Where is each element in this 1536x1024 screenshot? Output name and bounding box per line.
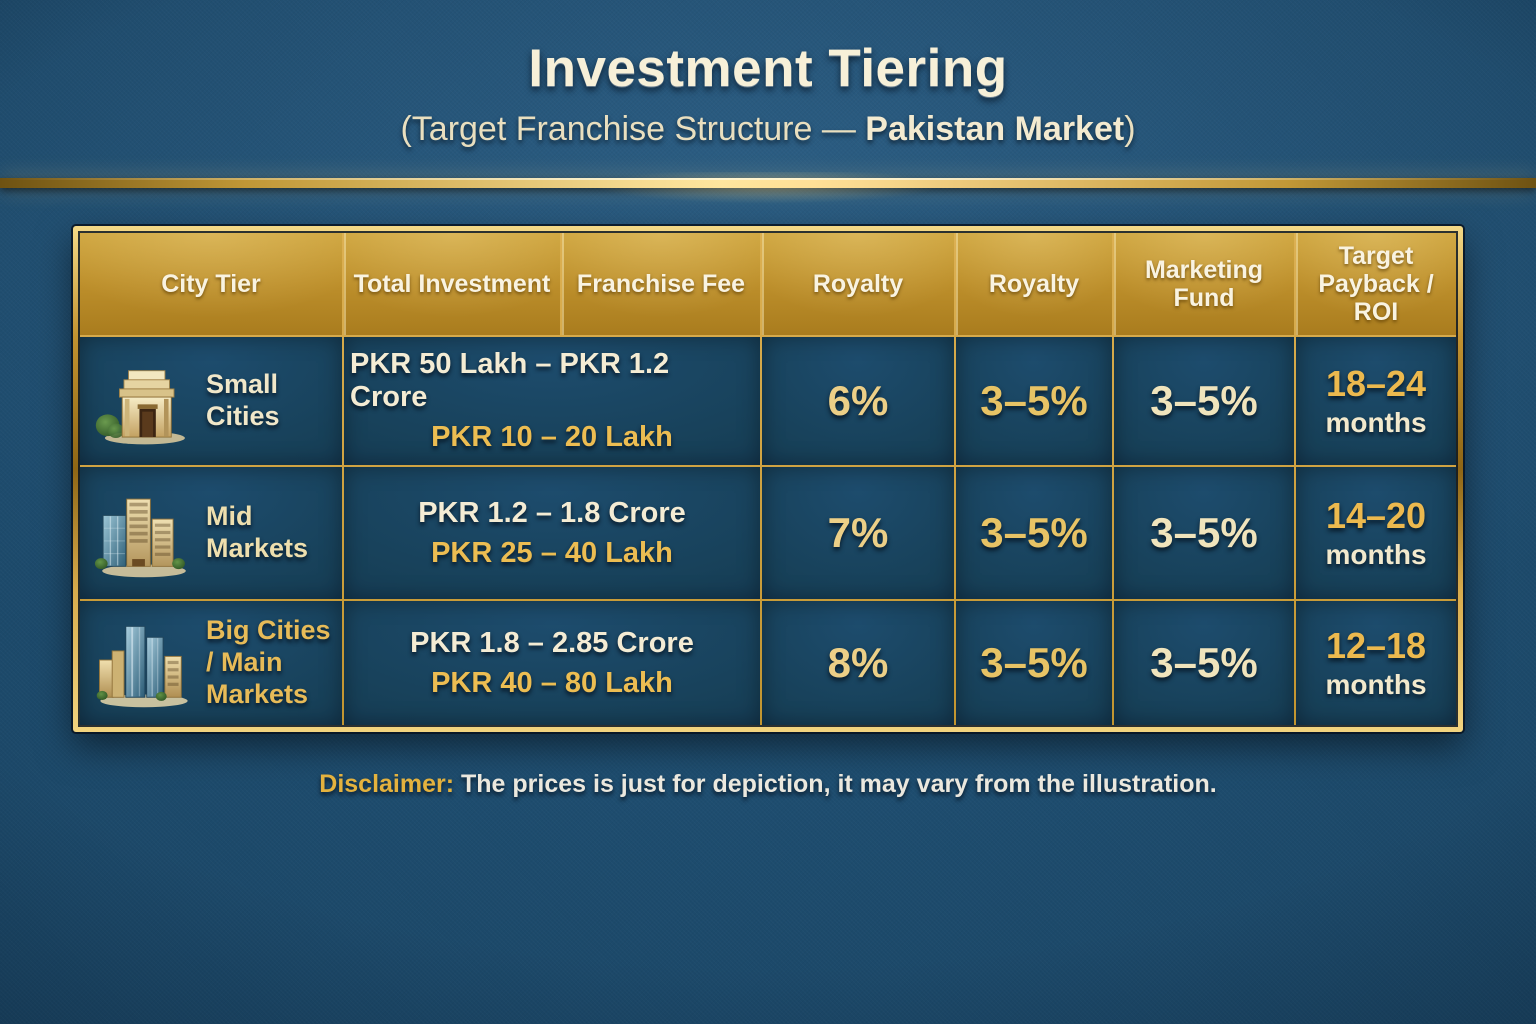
table-row-big-cities-royalty-cell: 8% xyxy=(762,601,954,725)
royalty-value: 7% xyxy=(827,509,889,556)
table-row-big-cities-royalty2-cell: 3–5% xyxy=(956,601,1112,725)
franchise-fee-value: PKR 25 – 40 Lakh xyxy=(431,536,673,569)
column-header-marketing-fund: Marketing Fund xyxy=(1114,233,1294,335)
payback-range-value: 14–20 xyxy=(1325,495,1427,536)
table-row-small-cities-payback-cell: 18–24 months xyxy=(1296,337,1456,465)
table-row-mid-markets-payback-cell: 14–20 months xyxy=(1296,467,1456,599)
disclaimer-body: The prices is just for depiction, it may… xyxy=(454,770,1217,798)
payback-unit-label: months xyxy=(1325,669,1427,700)
mid-markets-buildings-icon xyxy=(92,485,196,581)
table-row-mid-markets-royalty2-cell: 3–5% xyxy=(956,467,1112,599)
royalty-value: 6% xyxy=(827,377,889,424)
investment-tier-table: City Tier Total Investment Franchise Fee… xyxy=(73,226,1463,732)
page-title: Investment Tiering xyxy=(528,39,1008,98)
royalty-2-value: 3–5% xyxy=(980,639,1088,686)
royalty-value: 8% xyxy=(827,639,889,686)
tier-label-big-cities: Big Cities / Main Markets xyxy=(206,615,331,709)
marketing-fund-value: 3–5% xyxy=(1150,377,1258,424)
table-row-mid-markets-investment-cell: PKR 1.2 – 1.8 Crore PKR 25 – 40 Lakh xyxy=(344,467,760,599)
disclaimer-label: Disclaimer: xyxy=(319,770,455,798)
table-row-small-cities-investment-cell: PKR 50 Lakh – PKR 1.2 Crore PKR 10 – 20 … xyxy=(344,337,760,465)
total-investment-value: PKR 1.8 – 2.85 Crore xyxy=(410,626,694,659)
column-header-city-tier: City Tier xyxy=(80,233,342,335)
royalty-2-value: 3–5% xyxy=(980,509,1088,556)
disclaimer-text: Disclaimer: The prices is just for depic… xyxy=(0,770,1536,799)
column-header-target-payback-roi: Target Payback / ROI xyxy=(1296,233,1456,335)
column-header-total-investment: Total Investment xyxy=(344,233,560,335)
marketing-fund-value: 3–5% xyxy=(1150,509,1258,556)
table-grid: City Tier Total Investment Franchise Fee… xyxy=(80,233,1456,725)
table-row-mid-markets-royalty-cell: 7% xyxy=(762,467,954,599)
table-row-big-cities-marketing-cell: 3–5% xyxy=(1114,601,1294,725)
table-row-big-cities-investment-cell: PKR 1.8 – 2.85 Crore PKR 40 – 80 Lakh xyxy=(344,601,760,725)
table-row-small-cities-royalty-cell: 6% xyxy=(762,337,954,465)
table-row-mid-markets-marketing-cell: 3–5% xyxy=(1114,467,1294,599)
franchise-fee-value: PKR 40 – 80 Lakh xyxy=(431,666,673,699)
table-row-small-cities-tier-cell: Small Cities xyxy=(80,337,342,465)
payback-unit-label: months xyxy=(1325,539,1427,570)
total-investment-value: PKR 50 Lakh – PKR 1.2 Crore xyxy=(350,348,670,413)
payback-unit-label: months xyxy=(1325,407,1427,438)
table-row-mid-markets-tier-cell: Mid Markets xyxy=(80,467,342,599)
gold-divider-line xyxy=(0,172,1536,218)
payback-range-value: 18–24 xyxy=(1325,363,1427,404)
marketing-fund-value: 3–5% xyxy=(1150,639,1258,686)
subtitle-prefix: (Target Franchise Structure — xyxy=(400,110,866,148)
table-row-big-cities-tier-cell: Big Cities / Main Markets xyxy=(80,601,342,725)
subtitle-suffix: ) xyxy=(1124,110,1136,148)
franchise-fee-value: PKR 10 – 20 Lakh xyxy=(431,421,673,453)
column-header-royalty-1: Royalty xyxy=(762,233,954,335)
tier-label-mid-markets: Mid Markets xyxy=(206,501,309,563)
column-header-franchise-fee: Franchise Fee xyxy=(562,233,760,335)
table-row-big-cities-payback-cell: 12–18 months xyxy=(1296,601,1456,725)
subtitle-emphasis: Pakistan Market xyxy=(865,110,1125,148)
table-row-small-cities-royalty2-cell: 3–5% xyxy=(956,337,1112,465)
table-row-small-cities-marketing-cell: 3–5% xyxy=(1114,337,1294,465)
total-investment-value: PKR 1.2 – 1.8 Crore xyxy=(418,496,686,529)
small-cities-building-icon xyxy=(92,353,196,449)
royalty-2-value: 3–5% xyxy=(980,377,1088,424)
page-subtitle: (Target Franchise Structure — Pakistan M… xyxy=(0,110,1536,149)
payback-range-value: 12–18 xyxy=(1325,625,1427,666)
tier-label-small-cities: Small Cities xyxy=(206,369,280,431)
column-header-royalty-2: Royalty xyxy=(956,233,1112,335)
big-cities-skyline-icon xyxy=(92,615,196,711)
